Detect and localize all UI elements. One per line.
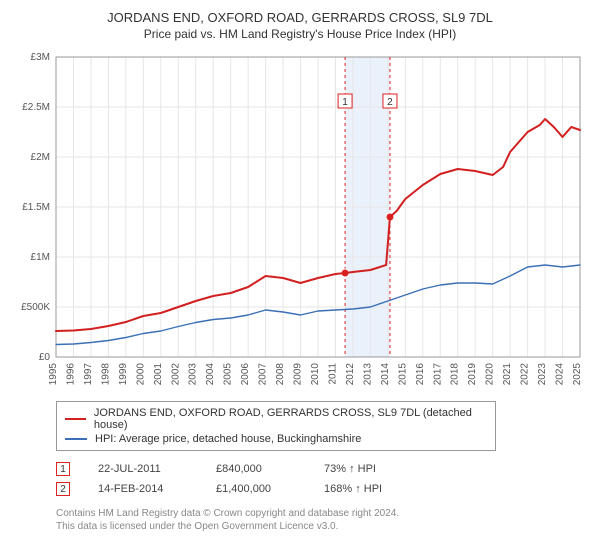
- license-line: Contains HM Land Registry data © Crown c…: [56, 507, 588, 520]
- svg-text:2004: 2004: [205, 363, 216, 386]
- chart-svg: £0 £500K £1M £1.5M £2M £2.5M £3M 1995 1996 1997 19…: [12, 51, 588, 391]
- transaction-price: £1,400,000: [216, 483, 296, 495]
- svg-text:2005: 2005: [223, 363, 234, 386]
- svg-text:2024: 2024: [555, 363, 566, 386]
- transaction-row: 1 22-JUL-2011 £840,000 73% ↑ HPI: [56, 459, 588, 479]
- svg-text:2009: 2009: [293, 363, 304, 386]
- svg-text:2012: 2012: [345, 363, 356, 386]
- svg-text:2001: 2001: [153, 363, 164, 386]
- svg-text:2022: 2022: [520, 363, 531, 386]
- svg-text:2021: 2021: [502, 363, 513, 386]
- svg-text:2: 2: [387, 97, 393, 108]
- svg-text:2000: 2000: [135, 363, 146, 386]
- transaction-badge: 2: [56, 482, 70, 496]
- transaction-row: 2 14-FEB-2014 £1,400,000 168% ↑ HPI: [56, 479, 588, 499]
- transaction-pct: 168% ↑ HPI: [324, 483, 424, 495]
- transaction-date: 22-JUL-2011: [98, 463, 188, 475]
- svg-text:£500K: £500K: [21, 302, 50, 313]
- svg-text:£0: £0: [39, 352, 51, 363]
- svg-text:2007: 2007: [258, 363, 269, 386]
- svg-text:2014: 2014: [380, 363, 391, 386]
- transaction-pct: 73% ↑ HPI: [324, 463, 424, 475]
- svg-text:1999: 1999: [118, 363, 129, 386]
- svg-text:2020: 2020: [485, 363, 496, 386]
- legend: JORDANS END, OXFORD ROAD, GERRARDS CROSS…: [56, 401, 496, 451]
- svg-text:£3M: £3M: [31, 52, 50, 63]
- svg-text:2015: 2015: [397, 363, 408, 386]
- legend-swatch: [65, 438, 87, 439]
- legend-item: JORDANS END, OXFORD ROAD, GERRARDS CROSS…: [65, 406, 487, 432]
- chart-container: JORDANS END, OXFORD ROAD, GERRARDS CROSS…: [0, 0, 600, 541]
- svg-text:£2.5M: £2.5M: [22, 102, 50, 113]
- legend-swatch: [65, 418, 86, 420]
- legend-label: HPI: Average price, detached house, Buck…: [95, 433, 361, 445]
- svg-text:2013: 2013: [362, 363, 373, 386]
- transaction-date: 14-FEB-2014: [98, 483, 188, 495]
- svg-text:2011: 2011: [327, 363, 338, 385]
- chart-plot-area: £0 £500K £1M £1.5M £2M £2.5M £3M 1995 1996 1997 19…: [12, 51, 588, 391]
- svg-text:2017: 2017: [432, 363, 443, 386]
- chart-title: JORDANS END, OXFORD ROAD, GERRARDS CROSS…: [12, 10, 588, 25]
- license-text: Contains HM Land Registry data © Crown c…: [56, 507, 588, 533]
- svg-text:2025: 2025: [572, 363, 583, 386]
- license-line: This data is licensed under the Open Gov…: [56, 520, 588, 533]
- legend-label: JORDANS END, OXFORD ROAD, GERRARDS CROSS…: [94, 407, 487, 431]
- svg-text:2019: 2019: [467, 363, 478, 386]
- svg-text:2016: 2016: [415, 363, 426, 386]
- svg-text:£2M: £2M: [31, 152, 50, 163]
- svg-text:1: 1: [342, 97, 348, 108]
- svg-text:2002: 2002: [170, 363, 181, 386]
- transaction-price: £840,000: [216, 463, 296, 475]
- svg-text:1998: 1998: [100, 363, 111, 386]
- svg-text:2018: 2018: [450, 363, 461, 386]
- svg-text:2008: 2008: [275, 363, 286, 386]
- svg-text:2006: 2006: [240, 363, 251, 386]
- svg-text:1996: 1996: [65, 363, 76, 386]
- svg-text:2003: 2003: [188, 363, 199, 386]
- transaction-badge: 1: [56, 462, 70, 476]
- svg-text:1995: 1995: [48, 363, 59, 386]
- svg-text:2023: 2023: [537, 363, 548, 386]
- svg-text:1997: 1997: [83, 363, 94, 386]
- svg-text:£1M: £1M: [31, 252, 50, 263]
- svg-text:£1.5M: £1.5M: [22, 202, 50, 213]
- chart-subtitle: Price paid vs. HM Land Registry's House …: [12, 27, 588, 41]
- svg-text:2010: 2010: [310, 363, 321, 386]
- legend-item: HPI: Average price, detached house, Buck…: [65, 432, 487, 446]
- transactions-table: 1 22-JUL-2011 £840,000 73% ↑ HPI 2 14-FEB-201…: [56, 459, 588, 499]
